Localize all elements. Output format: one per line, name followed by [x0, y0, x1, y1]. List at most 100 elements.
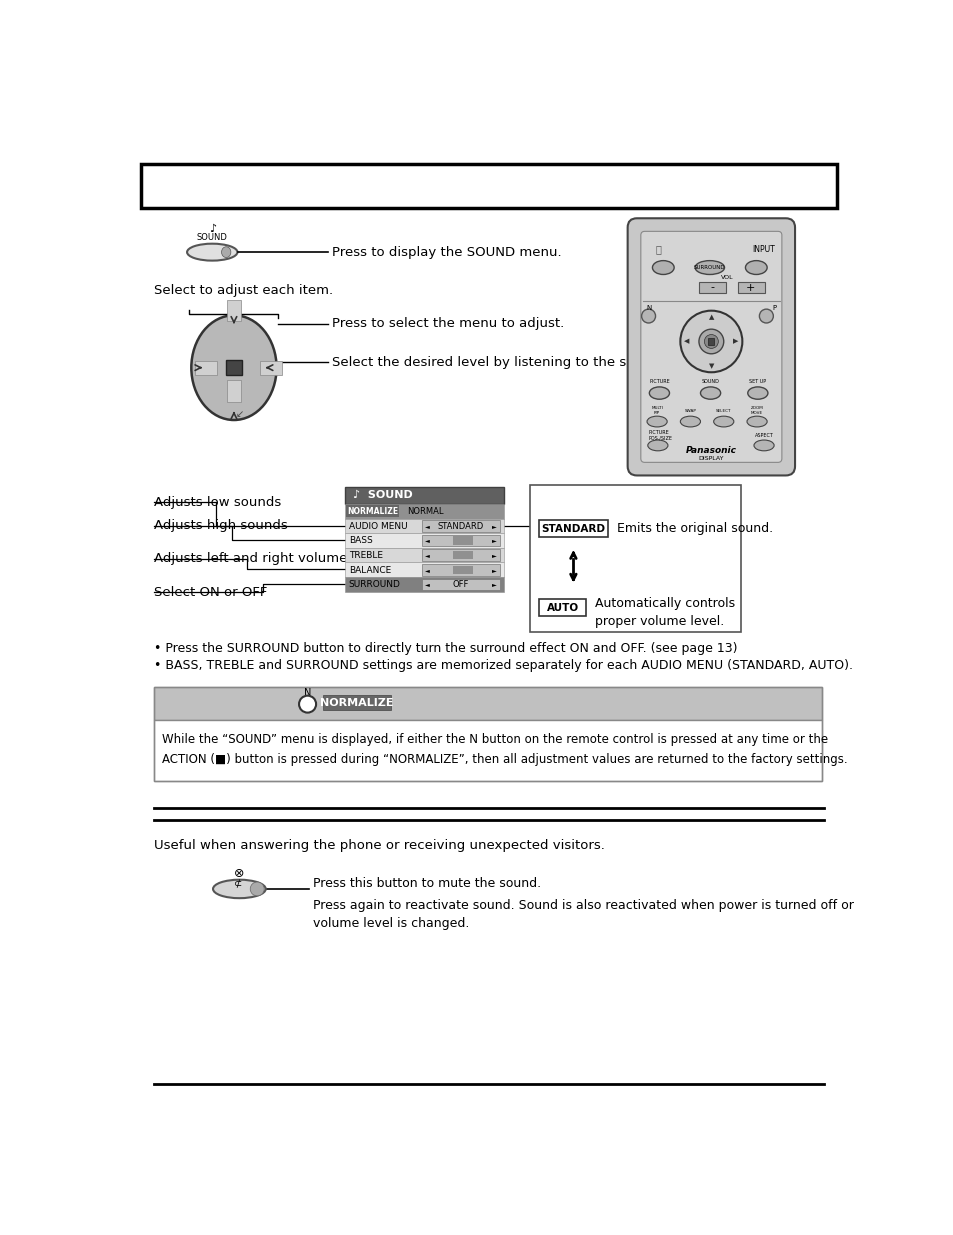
- Bar: [344, 504, 503, 519]
- Text: 0: 0: [458, 536, 463, 546]
- Bar: [226, 359, 241, 375]
- Text: ♪  SOUND: ♪ SOUND: [353, 490, 412, 500]
- Text: Select ON or OFF: Select ON or OFF: [154, 585, 267, 599]
- Bar: [195, 361, 216, 374]
- Text: NORMAL: NORMAL: [406, 508, 443, 516]
- Text: Emits the original sound.: Emits the original sound.: [617, 522, 772, 535]
- Ellipse shape: [753, 440, 773, 451]
- Text: ►: ►: [492, 582, 497, 588]
- Text: ⊄: ⊄: [233, 879, 242, 889]
- Ellipse shape: [641, 309, 655, 324]
- Text: DISPLAY: DISPLAY: [698, 456, 723, 461]
- Text: 0: 0: [458, 551, 463, 559]
- Text: N: N: [304, 688, 311, 698]
- Text: • BASS, TREBLE and SURROUND settings are memorized separately for each AUDIO MEN: • BASS, TREBLE and SURROUND settings are…: [154, 659, 852, 672]
- Text: OFF: OFF: [453, 580, 469, 589]
- Bar: [344, 577, 503, 592]
- Ellipse shape: [679, 416, 700, 427]
- Ellipse shape: [747, 387, 767, 399]
- Ellipse shape: [759, 309, 773, 324]
- Text: STANDARD: STANDARD: [437, 521, 483, 531]
- Bar: [538, 599, 585, 616]
- Bar: [344, 534, 503, 548]
- Bar: [344, 548, 503, 562]
- Text: SOUND: SOUND: [700, 379, 719, 384]
- Text: ◄: ◄: [425, 553, 430, 558]
- Bar: [323, 695, 391, 710]
- Bar: [344, 562, 503, 577]
- Text: AUDIO MENU: AUDIO MENU: [348, 521, 407, 531]
- Circle shape: [699, 330, 723, 353]
- Circle shape: [298, 695, 315, 713]
- FancyBboxPatch shape: [640, 231, 781, 462]
- FancyBboxPatch shape: [627, 219, 794, 475]
- Ellipse shape: [649, 387, 669, 399]
- Text: ►: ►: [492, 568, 497, 573]
- Text: +: +: [745, 283, 755, 293]
- Bar: [422, 520, 499, 531]
- Text: ►: ►: [492, 553, 497, 558]
- Ellipse shape: [652, 261, 674, 274]
- Bar: [344, 519, 503, 534]
- Bar: [422, 564, 499, 576]
- Text: ⏻: ⏻: [655, 245, 660, 254]
- Text: ►: ►: [492, 524, 497, 529]
- Bar: [453, 536, 472, 545]
- Text: INPUT: INPUT: [751, 245, 774, 253]
- Bar: [422, 550, 499, 561]
- Text: AUTO: AUTO: [546, 603, 578, 613]
- Ellipse shape: [746, 416, 766, 427]
- Text: STANDARD: STANDARD: [541, 524, 605, 534]
- Bar: [154, 687, 821, 720]
- Text: ▼: ▼: [708, 363, 713, 369]
- Bar: [154, 687, 821, 782]
- Bar: [422, 579, 499, 590]
- Text: PICTURE: PICTURE: [648, 379, 669, 384]
- Text: Press to display the SOUND menu.: Press to display the SOUND menu.: [332, 246, 561, 258]
- Text: ◄: ◄: [425, 582, 430, 588]
- Bar: [141, 163, 836, 209]
- Bar: [737, 282, 764, 293]
- Ellipse shape: [713, 416, 733, 427]
- Text: SELECT: SELECT: [716, 409, 731, 412]
- Text: BALANCE: BALANCE: [348, 566, 391, 574]
- Text: ◄: ◄: [425, 524, 430, 529]
- Text: Select the desired level by listening to the sound.: Select the desired level by listening to…: [332, 356, 663, 369]
- Text: TREBLE: TREBLE: [348, 551, 382, 559]
- Text: SET UP: SET UP: [748, 379, 765, 384]
- Text: NORMALIZE: NORMALIZE: [347, 508, 397, 516]
- Text: P: P: [771, 305, 776, 311]
- Ellipse shape: [695, 261, 723, 274]
- Bar: [227, 380, 241, 401]
- Text: ►: ►: [492, 538, 497, 543]
- Text: While the “SOUND” menu is displayed, if either the N button on the remote contro: While the “SOUND” menu is displayed, if …: [162, 734, 846, 766]
- Bar: [227, 300, 241, 321]
- Text: ◄: ◄: [425, 538, 430, 543]
- Text: ▶: ▶: [733, 338, 738, 345]
- Text: ♪: ♪: [209, 224, 215, 235]
- Bar: [530, 485, 740, 632]
- Text: ◄: ◄: [425, 568, 430, 573]
- Text: Adjusts left and right volumes: Adjusts left and right volumes: [154, 552, 354, 566]
- Text: SURROUND: SURROUND: [348, 580, 400, 589]
- Bar: [707, 338, 714, 345]
- Text: PICTURE
POS./SIZE: PICTURE POS./SIZE: [648, 430, 672, 441]
- Text: BASS: BASS: [348, 536, 372, 546]
- Text: Adjusts low sounds: Adjusts low sounds: [154, 496, 281, 509]
- Text: Useful when answering the phone or receiving unexpected visitors.: Useful when answering the phone or recei…: [154, 839, 604, 852]
- Ellipse shape: [647, 440, 667, 451]
- Bar: [260, 361, 282, 374]
- Text: NORMALIZE: NORMALIZE: [320, 698, 394, 708]
- Circle shape: [703, 335, 718, 348]
- Text: Press again to reactivate sound. Sound is also reactivated when power is turned : Press again to reactivate sound. Sound i…: [313, 899, 853, 930]
- Ellipse shape: [187, 243, 237, 261]
- Bar: [453, 551, 472, 559]
- Ellipse shape: [221, 247, 231, 258]
- Text: Press this button to mute the sound.: Press this button to mute the sound.: [313, 877, 540, 890]
- Text: SWAP: SWAP: [683, 409, 696, 412]
- Text: Select to adjust each item.: Select to adjust each item.: [154, 284, 333, 298]
- Text: -: -: [709, 283, 714, 293]
- Text: ↙: ↙: [235, 409, 244, 419]
- Bar: [699, 282, 725, 293]
- Text: 0: 0: [458, 566, 463, 574]
